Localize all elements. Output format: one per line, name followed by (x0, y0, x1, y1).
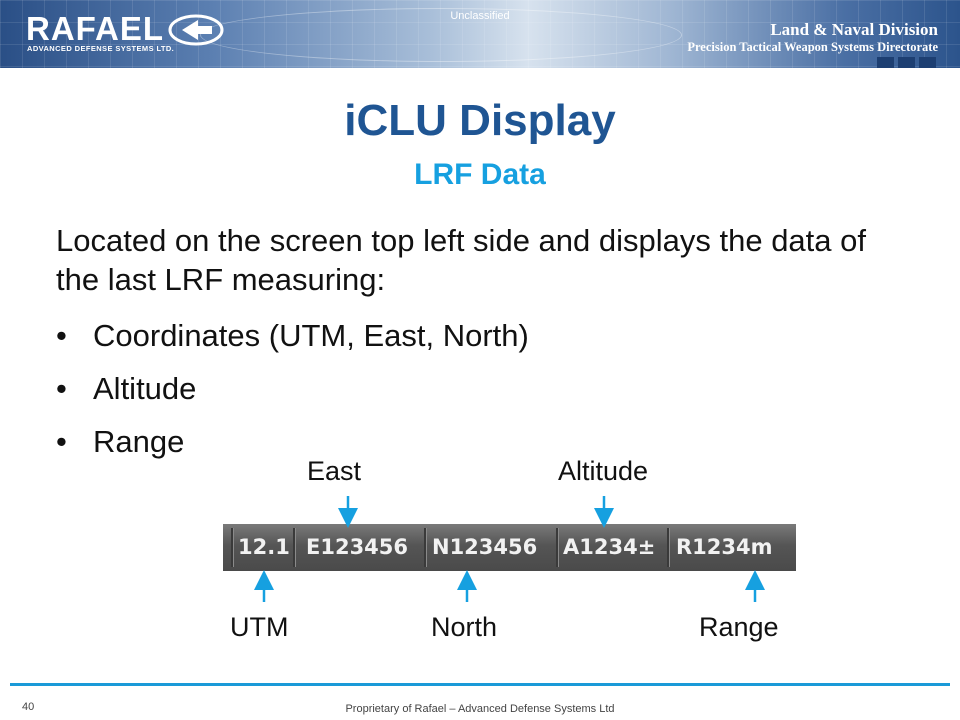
logo-subtitle: ADVANCED DEFENSE SYSTEMS LTD. (27, 44, 175, 53)
division-block: Land & Naval Division Precision Tactical… (687, 20, 938, 54)
readout-separator (556, 528, 559, 567)
list-item: • Altitude (56, 369, 529, 422)
header-decor-arc (200, 8, 682, 62)
header-square (898, 57, 915, 68)
footer-divider (10, 683, 950, 686)
bullet-dot: • (56, 424, 67, 459)
slide-subtitle: LRF Data (414, 158, 546, 191)
header-squares (877, 57, 936, 68)
callout-east: East (307, 456, 362, 486)
division-name: Land & Naval Division (770, 20, 938, 39)
intro-text: Located on the screen top left side and … (56, 223, 866, 297)
rafael-logo: RAFAEL ADVANCED DEFENSE SYSTEMS LTD. (26, 10, 226, 58)
classification-label: Unclassified (450, 10, 510, 22)
readout-utm: 12.1 (238, 535, 290, 559)
readout-separator (667, 528, 670, 567)
bullet-text: Coordinates (UTM, East, North) (93, 318, 529, 353)
callout-north: North (431, 612, 498, 642)
footer-proprietary: Proprietary of Rafael – Advanced Defense… (345, 703, 615, 715)
bullet-dot: • (56, 371, 67, 406)
bullet-dot: • (56, 318, 67, 353)
bullet-text: Range (93, 424, 185, 459)
readout-separator (293, 528, 296, 567)
header-square (919, 57, 936, 68)
logo-mark-icon (168, 14, 224, 46)
bullet-text: Altitude (93, 371, 197, 406)
list-item: • Coordinates (UTM, East, North) (56, 316, 529, 369)
page-number: 40 (22, 701, 35, 713)
readout-altitude: A1234± (563, 535, 656, 559)
list-item: • Range (56, 422, 529, 475)
callout-range: Range (699, 612, 779, 642)
lrf-readout-strip: 12.1 E123456 N123456 A1234± R1234m (223, 524, 796, 571)
bullet-list: • Coordinates (UTM, East, North) • Altit… (56, 316, 529, 475)
readout-separator (424, 528, 427, 567)
readout-north: N123456 (432, 535, 538, 559)
header-banner: RAFAEL ADVANCED DEFENSE SYSTEMS LTD. Unc… (0, 0, 960, 68)
logo-wordmark: RAFAEL (26, 10, 164, 47)
readout-range: R1234m (676, 535, 773, 559)
header-square (877, 57, 894, 68)
readout-east: E123456 (306, 535, 409, 559)
readout-separator (231, 528, 234, 567)
callout-altitude: Altitude (558, 456, 649, 486)
slide-title: iCLU Display (344, 96, 616, 145)
directorate-name: Precision Tactical Weapon Systems Direct… (687, 40, 938, 54)
callout-utm: UTM (230, 612, 289, 642)
